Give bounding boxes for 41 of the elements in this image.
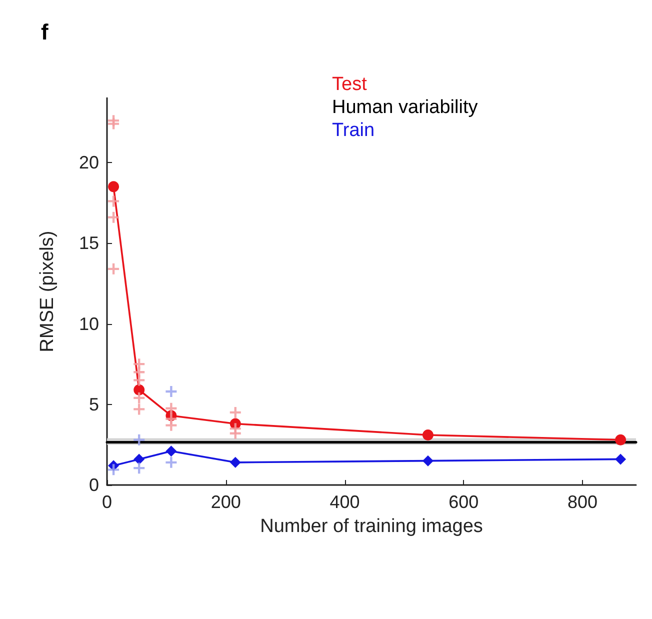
y-tick-label: 20 — [78, 152, 99, 172]
point — [134, 434, 145, 446]
point — [422, 430, 434, 441]
point — [134, 454, 145, 465]
point — [166, 402, 177, 414]
point — [166, 446, 177, 457]
point — [108, 464, 120, 476]
point — [134, 462, 145, 474]
text: Train — [332, 120, 375, 141]
x-axis-title: Number of training images — [260, 516, 483, 537]
y-tick-label: 0 — [88, 475, 99, 495]
point — [166, 386, 177, 397]
x-tick-label: 0 — [102, 492, 112, 512]
point — [108, 263, 120, 274]
text: Test — [332, 74, 368, 95]
y-tick-label: 5 — [88, 394, 99, 414]
point — [108, 118, 120, 130]
x-tick-label: 400 — [330, 492, 360, 512]
point — [134, 404, 145, 415]
y-tick-label: 10 — [78, 314, 99, 334]
text: Human variability — [332, 97, 478, 118]
y-tick-label: 15 — [78, 233, 99, 254]
point — [230, 428, 241, 439]
point — [615, 434, 626, 446]
x-tick-label: 200 — [210, 492, 241, 512]
point — [166, 420, 177, 431]
y-axis-title: RMSE (pixels) — [37, 230, 58, 352]
x-tick-label: 800 — [567, 492, 598, 512]
point — [422, 455, 434, 466]
point — [230, 456, 241, 468]
point — [108, 181, 120, 192]
chart-title: f — [41, 20, 49, 44]
point — [108, 212, 120, 223]
point — [134, 374, 145, 386]
point — [108, 196, 120, 207]
point — [134, 384, 145, 396]
x-tick-label: 600 — [448, 492, 479, 512]
point — [134, 392, 145, 404]
point — [615, 454, 626, 465]
point — [166, 456, 177, 468]
point — [230, 406, 241, 418]
